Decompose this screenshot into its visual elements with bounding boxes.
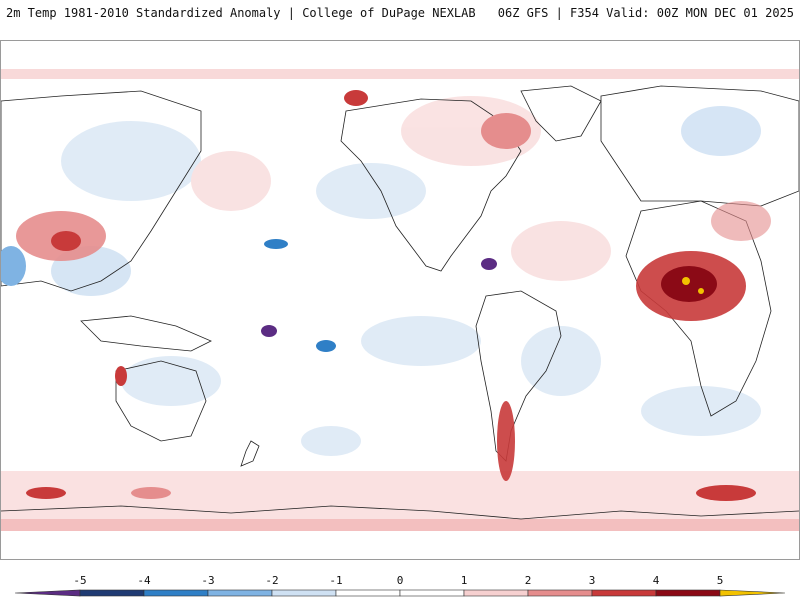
colorbar-tick-label: 1: [461, 574, 468, 587]
sahara-core: [661, 266, 717, 302]
colorbar-segment: [655, 589, 721, 597]
colorbar-segment: [719, 589, 786, 597]
map-title: 2m Temp 1981-2010 Standardized Anomaly |…: [6, 6, 476, 20]
colorbar-tick-label: -2: [265, 574, 278, 587]
pacific-cold-spot-2: [261, 325, 277, 337]
pacific-cold-spot-1: [264, 239, 288, 249]
colorbar-segment: [527, 589, 593, 597]
model-run-info: 06Z GFS | F354 Valid: 00Z MON DEC 01 202…: [497, 6, 794, 20]
colorbar-tick-label: -5: [73, 574, 86, 587]
colorbar-segment: [14, 589, 81, 597]
colorbar-segment: [271, 589, 337, 597]
hudson-warm-spot: [344, 90, 368, 106]
antarctic-warm-spot-1: [26, 487, 66, 499]
colorbar-segment: [79, 589, 145, 597]
arctic-warm-band: [1, 69, 799, 79]
colorbar-tick-label: 2: [525, 574, 532, 587]
andes-warm-anomaly: [497, 401, 515, 481]
pacific-cold-spot-3: [316, 340, 336, 352]
weak-anomaly-patches: [51, 96, 761, 456]
caribbean-cold-spot: [481, 258, 497, 270]
colorbar-segment: [399, 589, 465, 597]
siberia-warm-anomaly: [711, 201, 771, 241]
russia-warm-anomaly: [481, 113, 531, 149]
colorbar-tick-label: -1: [329, 574, 342, 587]
colorbar-segment: [143, 589, 209, 597]
colorbar-tick-label: 5: [717, 574, 724, 587]
colorbar: -5 -4 -3 -2 -1 0 1 2 3 4 5: [14, 574, 786, 597]
colorbar-segment: [591, 589, 657, 597]
indonesia-outline: [80, 315, 212, 352]
antarctica-outline: [1, 505, 799, 520]
greenland-outline: [520, 85, 602, 142]
new-zealand-outline: [240, 440, 260, 467]
australia-warm-spot: [115, 366, 127, 386]
anomaly-map: [0, 40, 800, 560]
colorbar-tick-label: -4: [137, 574, 151, 587]
map-canvas: [1, 69, 799, 531]
colorbar-tick-label: 3: [589, 574, 596, 587]
colorbar-tick-label: -3: [201, 574, 214, 587]
antarctic-warm-edge: [1, 519, 799, 531]
australia-outline: [115, 360, 207, 442]
colorbar-tick-label: 4: [653, 574, 660, 587]
eurasia-outline: [600, 85, 799, 207]
indian-cold-spot: [1, 246, 26, 286]
colorbar-tick-label: 0: [397, 574, 404, 587]
asia-west-outline: [1, 90, 202, 292]
antarctic-warm-spot-2: [131, 487, 171, 499]
colorbar-segment: [335, 589, 401, 597]
strong-anomaly-features: [1, 90, 771, 501]
colorbar-segment: [207, 589, 273, 597]
antarctic-warm-spot-3: [696, 485, 756, 501]
colorbar-segment: [463, 589, 529, 597]
